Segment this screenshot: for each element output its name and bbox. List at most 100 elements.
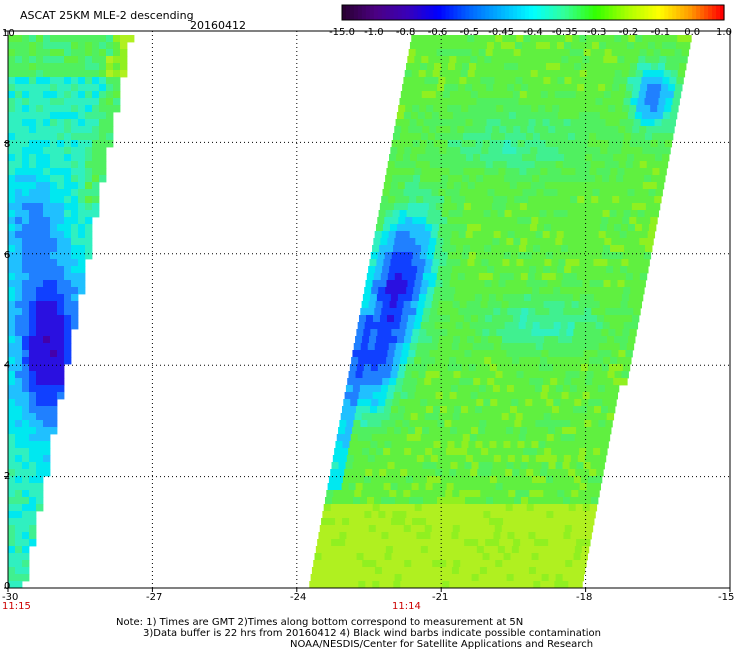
swath-cell <box>488 560 496 568</box>
swath-cell <box>576 385 585 393</box>
swath-cell <box>398 140 407 148</box>
swath-cell <box>43 175 51 183</box>
swath-cell <box>520 462 528 470</box>
swath-cell <box>491 203 500 211</box>
swath-cell <box>664 140 673 148</box>
swath-cell <box>562 350 570 358</box>
swath-cell <box>480 224 489 232</box>
swath-cell <box>351 504 360 512</box>
swath-cell <box>546 287 554 295</box>
swath-cell <box>398 553 406 561</box>
swath-cell <box>598 308 606 316</box>
swath-cell <box>15 574 23 582</box>
swath-cell <box>463 56 471 64</box>
swath-cell <box>413 511 421 519</box>
swath-cell <box>567 399 575 407</box>
colorbar-label: -0.3 <box>587 27 607 38</box>
swath-cell <box>64 168 72 176</box>
swath-cell <box>670 70 679 78</box>
swath-cell <box>356 364 365 372</box>
swath-cell <box>57 217 65 225</box>
swath-cell <box>380 497 389 505</box>
swath-cell <box>565 483 574 491</box>
swath-cell <box>315 546 324 554</box>
swath-cell <box>71 175 79 183</box>
swath-cell <box>430 196 438 204</box>
swath-cell <box>436 273 445 281</box>
swath-cell <box>603 315 612 323</box>
swath-cell <box>560 546 569 554</box>
swath-cell <box>622 140 631 148</box>
swath-cell <box>398 441 406 449</box>
swath-cell <box>499 161 508 169</box>
swath-cell <box>439 35 447 43</box>
swath-cell <box>576 49 585 57</box>
swath-cell <box>650 140 659 148</box>
swath-cell <box>415 574 424 582</box>
swath-cell <box>559 329 567 337</box>
swath-cell <box>427 210 435 218</box>
swath-cell <box>373 273 382 281</box>
swath-cell <box>383 560 391 568</box>
swath-cell <box>431 413 440 421</box>
swath-cell <box>403 77 411 85</box>
swath-cell <box>545 518 553 526</box>
swath-cell <box>415 350 423 358</box>
swath-cell <box>64 308 72 316</box>
swath-cell <box>564 77 572 85</box>
swath-cell <box>475 553 483 561</box>
swath-cell <box>538 476 547 484</box>
swath-cell <box>466 189 474 197</box>
swath-cell <box>574 511 582 519</box>
swath-cell <box>613 224 622 232</box>
swath-cell <box>555 462 563 470</box>
swath-cell <box>29 532 37 540</box>
swath-cell <box>387 462 395 470</box>
swath-cell <box>489 329 497 337</box>
swath-cell <box>595 175 603 183</box>
swath-cell <box>557 266 565 274</box>
swath-cell <box>614 35 622 43</box>
swath-cell <box>597 161 606 169</box>
swath-cell <box>611 126 619 134</box>
swath-cell <box>50 168 58 176</box>
swath-cell <box>78 119 86 127</box>
swath-cell <box>542 420 550 428</box>
swath-cell <box>36 91 44 99</box>
swath-cell <box>579 336 587 344</box>
swath-cell <box>22 266 30 274</box>
swath-cell <box>531 329 539 337</box>
swath-cell <box>634 301 642 309</box>
swath-cell <box>422 497 431 505</box>
swath-cell <box>412 553 420 561</box>
swath-cell <box>64 357 72 365</box>
swath-cell <box>22 280 30 288</box>
swath-cell <box>22 259 30 267</box>
swath-cell <box>431 224 440 232</box>
swath-cell <box>411 483 420 491</box>
swath-cell <box>536 224 545 232</box>
swath-cell <box>399 434 408 442</box>
swath-cell <box>331 574 340 582</box>
colorbar-swatch <box>552 5 558 20</box>
swath-cell <box>552 476 561 484</box>
swath-cell <box>566 518 574 526</box>
swath-cell <box>318 567 327 575</box>
swath-cell <box>36 224 44 232</box>
swath-cell <box>563 420 571 428</box>
swath-cell <box>509 448 517 456</box>
swath-cell <box>569 350 577 358</box>
swath-cell <box>586 147 594 155</box>
swath-cell <box>352 427 360 435</box>
swath-cell <box>525 175 533 183</box>
swath-cell <box>15 133 23 141</box>
swath-cell <box>22 441 30 449</box>
swath-cell <box>520 49 529 57</box>
swath-cell <box>36 322 44 330</box>
swath-cell <box>446 560 454 568</box>
swath-cell <box>517 329 525 337</box>
swath-cell <box>547 56 555 64</box>
swath-cell <box>478 350 486 358</box>
swath-cell <box>571 301 579 309</box>
map-date: 20160412 <box>190 19 246 32</box>
